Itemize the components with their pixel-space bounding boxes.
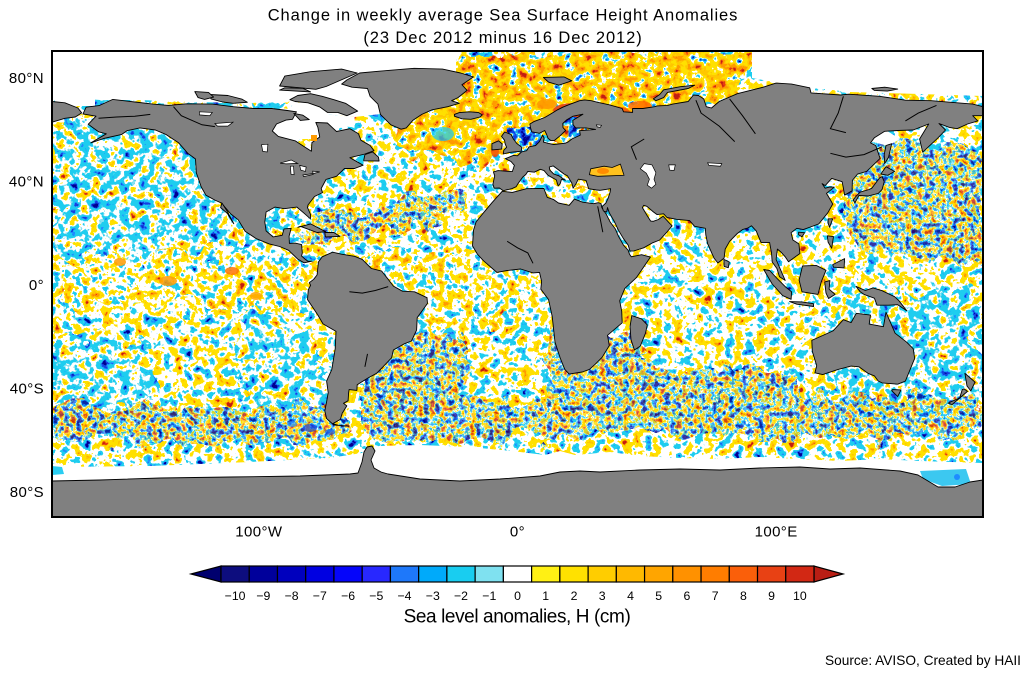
svg-text:1: 1 xyxy=(542,589,549,603)
svg-text:−3: −3 xyxy=(426,589,440,603)
svg-text:−6: −6 xyxy=(341,589,355,603)
svg-text:−8: −8 xyxy=(285,589,299,603)
svg-text:−7: −7 xyxy=(313,589,327,603)
svg-text:−4: −4 xyxy=(397,589,411,603)
svg-text:40°S: 40°S xyxy=(10,381,44,398)
svg-text:−9: −9 xyxy=(256,589,270,603)
svg-text:5: 5 xyxy=(655,589,662,603)
svg-text:Sea level anomalies, H (cm): Sea level anomalies, H (cm) xyxy=(404,607,631,628)
svg-text:−1: −1 xyxy=(482,589,496,603)
svg-text:Change in weekly average Sea S: Change in weekly average Sea Surface Hei… xyxy=(268,7,739,25)
svg-text:0°: 0° xyxy=(510,524,525,541)
svg-text:−5: −5 xyxy=(369,589,383,603)
svg-text:40°N: 40°N xyxy=(9,173,44,190)
svg-text:80°S: 80°S xyxy=(10,484,44,501)
svg-text:0: 0 xyxy=(514,589,521,603)
svg-text:6: 6 xyxy=(683,589,690,603)
svg-text:−10: −10 xyxy=(225,589,246,603)
svg-text:80°N: 80°N xyxy=(9,70,44,87)
svg-text:8: 8 xyxy=(740,589,747,603)
svg-text:3: 3 xyxy=(599,589,606,603)
svg-text:7: 7 xyxy=(712,589,719,603)
svg-text:(23 Dec 2012 minus 16 Dec 2012: (23 Dec 2012 minus 16 Dec 2012) xyxy=(363,29,642,47)
svg-text:9: 9 xyxy=(768,589,775,603)
svg-text:100°E: 100°E xyxy=(755,524,798,541)
svg-text:100°W: 100°W xyxy=(235,524,283,541)
svg-text:Source: AVISO, Created by HAII: Source: AVISO, Created by HAII xyxy=(825,653,1021,668)
svg-text:0°: 0° xyxy=(29,277,44,294)
svg-text:10: 10 xyxy=(793,589,807,603)
svg-text:2: 2 xyxy=(571,589,578,603)
svg-text:4: 4 xyxy=(627,589,634,603)
svg-text:−2: −2 xyxy=(454,589,468,603)
